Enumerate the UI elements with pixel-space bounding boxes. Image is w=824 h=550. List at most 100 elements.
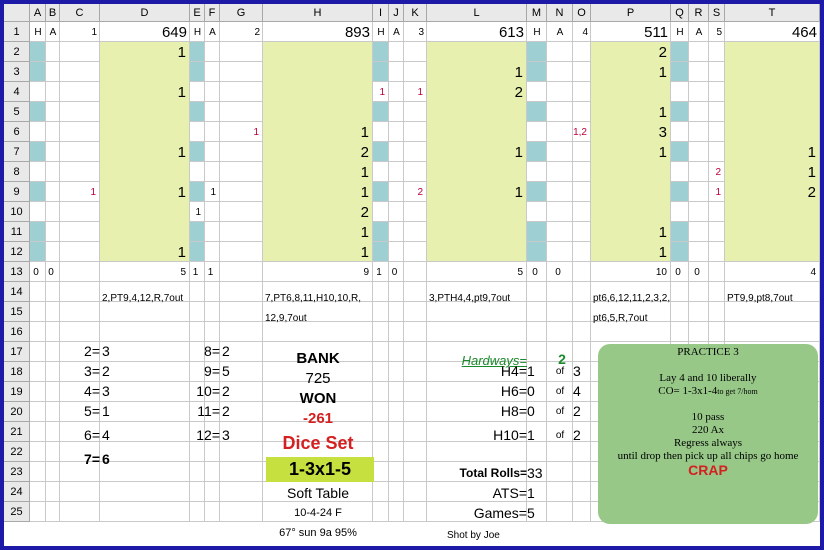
cell-e9[interactable] bbox=[190, 182, 205, 202]
row-header-5[interactable]: 5 bbox=[4, 102, 30, 122]
cell-s3[interactable] bbox=[709, 62, 725, 82]
cell-f20[interactable] bbox=[205, 402, 220, 422]
cell-o23[interactable] bbox=[573, 462, 591, 482]
cell-g6[interactable] bbox=[220, 122, 263, 142]
cell-c9[interactable]: 1 bbox=[90, 187, 96, 198]
cell-c11[interactable] bbox=[60, 222, 100, 242]
cell-l9[interactable]: 1 bbox=[514, 184, 523, 201]
cell-l22[interactable] bbox=[427, 442, 527, 462]
cell-b6[interactable] bbox=[46, 122, 60, 142]
cell-t16[interactable] bbox=[725, 322, 820, 342]
cell-m16[interactable] bbox=[527, 322, 547, 342]
cell-a13[interactable] bbox=[30, 262, 46, 282]
cell-l17[interactable] bbox=[427, 342, 527, 362]
cell-l14[interactable] bbox=[427, 282, 527, 302]
cell-p7[interactable]: 1 bbox=[658, 144, 667, 161]
cell-f12[interactable] bbox=[205, 242, 220, 262]
hardway-value[interactable]: 0 bbox=[527, 383, 535, 399]
cell-o1[interactable]: 4 bbox=[582, 27, 588, 38]
cell-h14[interactable]: 7,PT6,8,11,H10,10,R, bbox=[265, 293, 361, 304]
cell-q10[interactable] bbox=[671, 202, 689, 222]
cell-k25[interactable] bbox=[404, 502, 427, 522]
cell-k12[interactable] bbox=[404, 242, 427, 262]
cell-s10[interactable] bbox=[709, 202, 725, 222]
cell-t1[interactable]: 464 bbox=[791, 24, 817, 41]
cell-r3[interactable] bbox=[689, 62, 709, 82]
cell-l4[interactable]: 2 bbox=[514, 84, 523, 101]
cell-m3[interactable] bbox=[527, 62, 547, 82]
cell-q9[interactable] bbox=[671, 182, 689, 202]
cell-n25[interactable] bbox=[547, 502, 573, 522]
row-header-19[interactable]: 19 bbox=[4, 382, 30, 402]
cell-a16[interactable] bbox=[30, 322, 46, 342]
cell-k2[interactable] bbox=[404, 42, 427, 62]
cell-d14[interactable] bbox=[100, 282, 190, 302]
cell-m13[interactable] bbox=[527, 262, 547, 282]
row-header-14[interactable]: 14 bbox=[4, 282, 30, 302]
cell-i8[interactable] bbox=[373, 162, 389, 182]
cell-i19[interactable] bbox=[373, 382, 389, 402]
cell-l13[interactable] bbox=[427, 262, 527, 282]
cell-h21[interactable] bbox=[263, 422, 373, 442]
hardway-value[interactable]: 1 bbox=[527, 427, 535, 443]
cell-s8[interactable]: 2 bbox=[715, 167, 721, 178]
cell-d12[interactable]: 1 bbox=[177, 244, 186, 261]
cell-q13[interactable] bbox=[671, 262, 689, 282]
cell-g3[interactable] bbox=[220, 62, 263, 82]
cell-d25[interactable] bbox=[100, 502, 190, 522]
cell-h6[interactable]: 1 bbox=[360, 124, 369, 141]
cell-f15[interactable] bbox=[205, 302, 220, 322]
cell-a13[interactable]: 0 bbox=[33, 267, 39, 278]
column-header-j[interactable]: J bbox=[389, 4, 404, 22]
cell-f24[interactable] bbox=[205, 482, 220, 502]
cell-o8[interactable] bbox=[573, 162, 591, 182]
cell-g23[interactable] bbox=[220, 462, 263, 482]
cell-f1[interactable]: A bbox=[209, 27, 216, 38]
cell-l19[interactable] bbox=[427, 382, 527, 402]
cell-i13[interactable]: 1 bbox=[376, 267, 382, 278]
cell-r5[interactable] bbox=[689, 102, 709, 122]
cell-j1[interactable]: A bbox=[393, 27, 400, 38]
cell-b19[interactable] bbox=[46, 382, 60, 402]
cell-m2[interactable] bbox=[527, 42, 547, 62]
cell-e17[interactable] bbox=[190, 342, 205, 362]
cell-l16[interactable] bbox=[427, 322, 527, 342]
cell-f10[interactable] bbox=[205, 202, 220, 222]
cell-i1[interactable]: H bbox=[377, 27, 385, 38]
cell-l23[interactable] bbox=[427, 462, 527, 482]
cell-b20[interactable] bbox=[46, 402, 60, 422]
column-header-k[interactable]: K bbox=[404, 4, 427, 22]
cell-a24[interactable] bbox=[30, 482, 46, 502]
cell-l24[interactable] bbox=[427, 482, 527, 502]
cell-k11[interactable] bbox=[404, 222, 427, 242]
cell-m15[interactable] bbox=[527, 302, 547, 322]
cell-e1[interactable]: H bbox=[193, 27, 202, 38]
cell-m24[interactable] bbox=[527, 482, 547, 502]
cell-f8[interactable] bbox=[205, 162, 220, 182]
cell-k7[interactable] bbox=[404, 142, 427, 162]
cell-f3[interactable] bbox=[205, 62, 220, 82]
cell-n20[interactable] bbox=[547, 402, 573, 422]
cell-h15[interactable] bbox=[263, 302, 373, 322]
cell-e13[interactable]: 1 bbox=[192, 267, 199, 278]
cell-b4[interactable] bbox=[46, 82, 60, 102]
cell-d2[interactable]: 1 bbox=[177, 44, 186, 61]
cell-b24[interactable] bbox=[46, 482, 60, 502]
cell-k17[interactable] bbox=[404, 342, 427, 362]
practice-notes-box[interactable]: PRACTICE 3 Lay 4 and 10 liberally CO= 1-… bbox=[598, 344, 818, 524]
cell-b1[interactable] bbox=[46, 22, 60, 42]
cell-j23[interactable] bbox=[389, 462, 404, 482]
corner-cell[interactable] bbox=[4, 4, 30, 22]
cell-e25[interactable] bbox=[190, 502, 205, 522]
cell-e10[interactable] bbox=[190, 202, 205, 222]
cell-s8[interactable] bbox=[709, 162, 725, 182]
total-value-12[interactable]: 3 bbox=[222, 427, 230, 443]
cell-m1[interactable] bbox=[527, 22, 547, 42]
cell-d1[interactable]: 649 bbox=[161, 24, 187, 41]
cell-d19[interactable] bbox=[100, 382, 190, 402]
cell-s11[interactable] bbox=[709, 222, 725, 242]
cell-o2[interactable] bbox=[573, 42, 591, 62]
cell-s2[interactable] bbox=[709, 42, 725, 62]
cell-s13[interactable] bbox=[709, 262, 725, 282]
cell-t13[interactable]: 4 bbox=[810, 267, 816, 278]
